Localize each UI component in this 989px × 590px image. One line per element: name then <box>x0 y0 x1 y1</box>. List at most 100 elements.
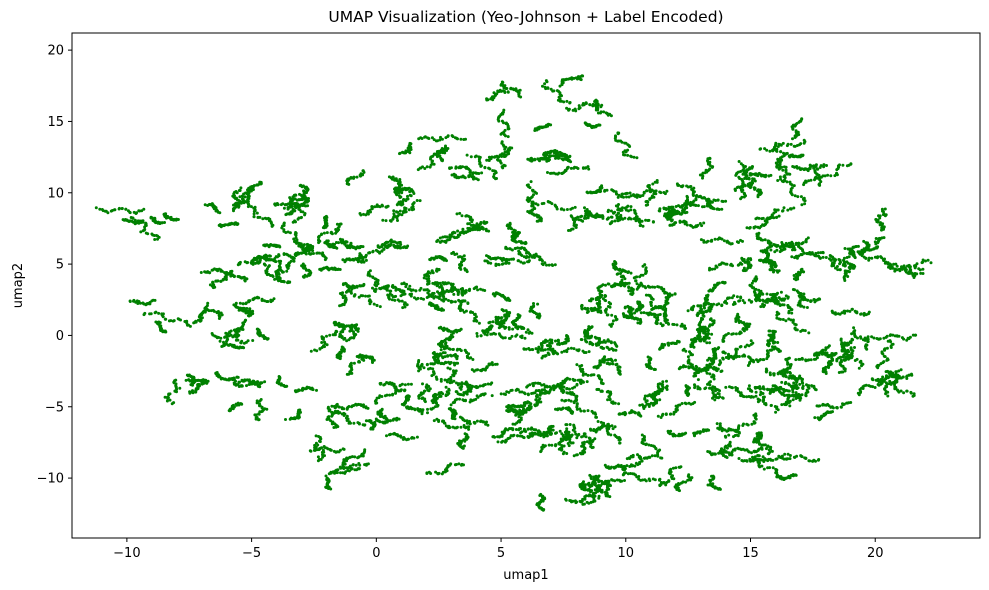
scatter-point <box>458 211 462 215</box>
scatter-point <box>452 369 455 373</box>
scatter-point <box>463 432 467 436</box>
scatter-point <box>225 338 229 342</box>
scatter-point <box>400 299 404 303</box>
scatter-point <box>285 269 289 273</box>
scatter-point <box>475 171 479 175</box>
scatter-point <box>242 306 246 310</box>
scatter-point <box>360 452 364 456</box>
scatter-point <box>547 263 551 267</box>
scatter-point <box>373 420 377 424</box>
scatter-point <box>337 321 341 325</box>
scatter-point <box>466 222 470 226</box>
scatter-point <box>325 476 329 480</box>
scatter-point <box>246 188 250 192</box>
scatter-point <box>588 103 592 107</box>
scatter-point <box>238 301 242 305</box>
scatter-point <box>379 382 382 386</box>
scatter-point <box>240 339 244 343</box>
scatter-point <box>218 339 222 343</box>
scatter-point <box>423 167 427 170</box>
scatter-point <box>144 231 148 235</box>
scatter-point <box>262 243 266 247</box>
scatter-point <box>439 135 442 139</box>
scatter-point <box>255 399 259 403</box>
scatter-point <box>501 293 505 297</box>
scatter-point <box>315 349 319 353</box>
scatter-point <box>511 257 515 261</box>
scatter-point <box>554 156 557 160</box>
scatter-point <box>450 289 454 293</box>
scatter-point <box>381 218 385 222</box>
scatter-point <box>451 250 455 254</box>
scatter-point <box>527 347 531 350</box>
scatter-point <box>500 152 504 156</box>
scatter-point <box>256 380 260 384</box>
scatter-point <box>126 209 130 213</box>
scatter-point <box>296 202 299 206</box>
scatter-point <box>210 268 214 272</box>
scatter-point <box>100 208 104 211</box>
scatter-point <box>322 231 326 235</box>
scatter-point <box>350 405 354 409</box>
scatter-point <box>236 275 240 278</box>
scatter-point <box>460 214 464 218</box>
scatter-point <box>186 374 190 378</box>
scatter-point <box>522 261 526 265</box>
scatter-point <box>227 272 231 276</box>
scatter-point <box>339 222 343 226</box>
scatter-point <box>292 208 295 212</box>
scatter-point <box>403 305 407 309</box>
scatter-point <box>150 232 154 236</box>
scatter-point <box>323 454 326 458</box>
scatter-point <box>298 408 302 412</box>
scatter-point <box>462 444 466 448</box>
scatter-point <box>531 433 535 437</box>
scatter-point <box>243 318 247 322</box>
scatter-point <box>325 231 329 235</box>
scatter-point <box>153 311 157 315</box>
scatter-point <box>403 383 407 387</box>
scatter-point <box>244 200 248 204</box>
scatter-point <box>441 419 444 423</box>
scatter-point <box>509 87 513 91</box>
scatter-point <box>272 259 276 263</box>
scatter-point <box>518 88 522 92</box>
scatter-point <box>473 385 477 389</box>
scatter-point <box>439 348 443 352</box>
scatter-point <box>362 212 365 216</box>
scatter-point <box>364 294 367 298</box>
scatter-point <box>393 298 397 302</box>
scatter-point <box>452 379 456 383</box>
scatter-point <box>309 349 313 353</box>
scatter-point <box>400 183 404 187</box>
scatter-point <box>194 319 198 323</box>
scatter-point <box>352 361 356 365</box>
scatter-point <box>455 212 459 216</box>
scatter-point <box>278 279 281 282</box>
scatter-point <box>340 345 344 349</box>
scatter-point <box>397 187 401 191</box>
scatter-point <box>460 292 464 296</box>
scatter-point <box>328 333 332 337</box>
scatter-point <box>491 169 495 173</box>
scatter-point <box>463 165 467 169</box>
scatter-point <box>403 301 407 305</box>
scatter-point <box>475 222 479 226</box>
scatter-point <box>541 84 544 88</box>
scatter-point <box>427 137 431 140</box>
scatter-point <box>485 420 488 424</box>
scatter-point <box>455 381 458 385</box>
scatter-point <box>362 282 366 286</box>
scatter-point <box>284 418 287 421</box>
scatter-point <box>229 329 233 333</box>
scatter-point <box>481 226 485 230</box>
scatter-point <box>138 301 142 305</box>
scatter-point <box>466 301 470 305</box>
scatter-point <box>351 257 355 261</box>
scatter-point <box>406 194 409 198</box>
scatter-point <box>246 261 250 264</box>
scatter-point <box>586 165 590 169</box>
scatter-point <box>104 209 108 213</box>
scatter-point <box>439 379 443 383</box>
scatter-point <box>419 391 423 395</box>
